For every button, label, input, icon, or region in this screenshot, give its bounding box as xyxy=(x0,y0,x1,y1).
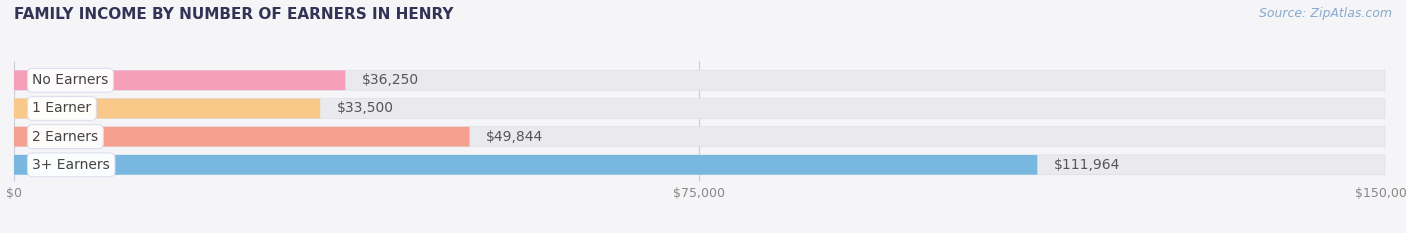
Text: $111,964: $111,964 xyxy=(1053,158,1121,172)
FancyBboxPatch shape xyxy=(14,99,321,118)
FancyBboxPatch shape xyxy=(14,99,1385,118)
Text: $36,250: $36,250 xyxy=(361,73,419,87)
FancyBboxPatch shape xyxy=(14,155,1385,175)
Text: $33,500: $33,500 xyxy=(336,102,394,116)
FancyBboxPatch shape xyxy=(14,127,470,147)
FancyBboxPatch shape xyxy=(14,70,1385,90)
Text: $49,844: $49,844 xyxy=(486,130,543,144)
Text: 2 Earners: 2 Earners xyxy=(32,130,98,144)
Text: Source: ZipAtlas.com: Source: ZipAtlas.com xyxy=(1258,7,1392,20)
FancyBboxPatch shape xyxy=(14,155,1038,175)
FancyBboxPatch shape xyxy=(14,127,1385,147)
Text: 3+ Earners: 3+ Earners xyxy=(32,158,110,172)
Text: No Earners: No Earners xyxy=(32,73,108,87)
Text: 1 Earner: 1 Earner xyxy=(32,102,91,116)
Text: FAMILY INCOME BY NUMBER OF EARNERS IN HENRY: FAMILY INCOME BY NUMBER OF EARNERS IN HE… xyxy=(14,7,454,22)
FancyBboxPatch shape xyxy=(14,70,346,90)
